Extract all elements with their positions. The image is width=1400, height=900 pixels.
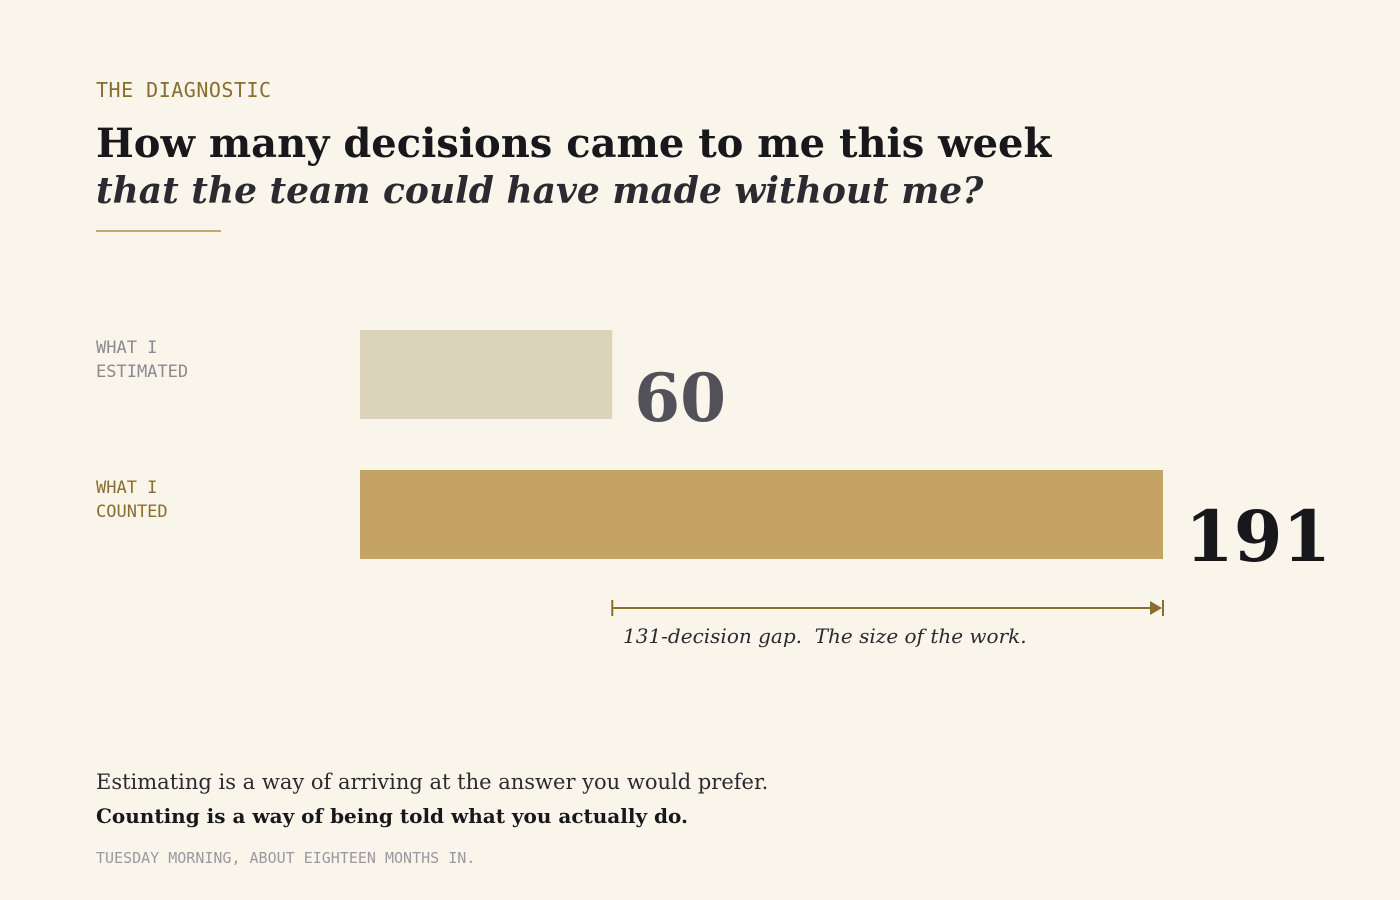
chart-subtitle: that the team could have made without me… (96, 170, 984, 212)
title-underline-rule (96, 230, 221, 232)
counted-row-label: WHAT I COUNTED (96, 476, 296, 524)
counted-label-line-2: COUNTED (96, 502, 168, 522)
bar-estimated (360, 330, 613, 419)
gap-arrowhead (1150, 601, 1162, 615)
closing-line-estimating: Estimating is a way of arriving at the a… (96, 770, 769, 794)
value-label-estimated: 60 (634, 359, 726, 437)
gap-bracket (611, 600, 1164, 616)
chart-title: How many decisions came to me this week (96, 120, 1052, 167)
estimated-row-label: WHAT I ESTIMATED (96, 336, 296, 384)
counted-label-line-1: WHAT I (96, 478, 158, 498)
value-label-counted: 191 (1185, 495, 1331, 578)
gap-annotation: 131-decision gap. The size of the work. (623, 624, 1027, 648)
bar-counted (360, 470, 1163, 559)
closing-line-counting: Counting is a way of being told what you… (96, 804, 688, 828)
eyebrow-label: THE DIAGNOSTIC (96, 78, 272, 102)
bar-chart: 60 191 (360, 330, 1331, 616)
footnote: TUESDAY MORNING, ABOUT EIGHTEEN MONTHS I… (96, 849, 476, 867)
estimated-label-line-2: ESTIMATED (96, 362, 189, 382)
estimated-label-line-1: WHAT I (96, 338, 158, 358)
